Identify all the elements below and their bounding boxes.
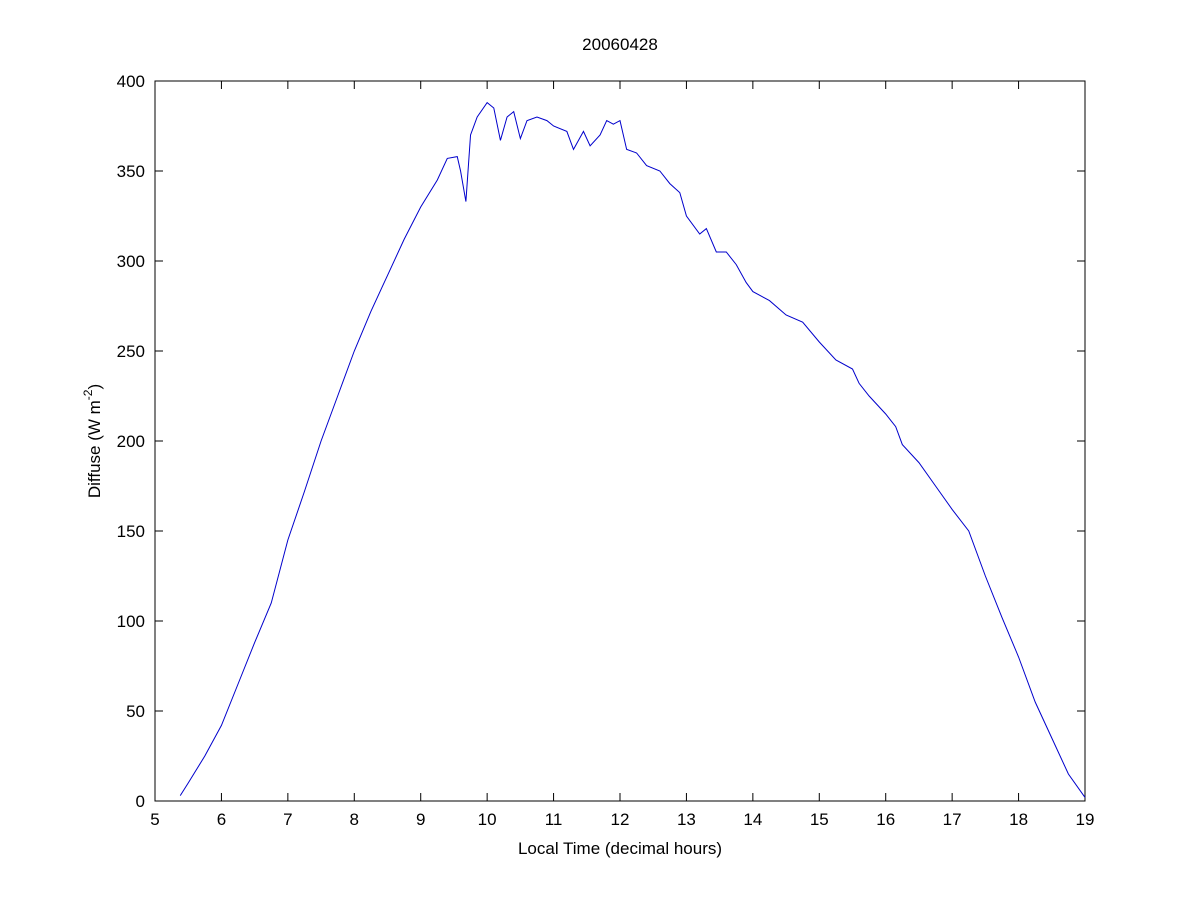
x-tick-label: 13: [677, 810, 696, 829]
y-tick-label: 100: [117, 612, 145, 631]
x-tick-label: 19: [1076, 810, 1095, 829]
x-tick-label: 7: [283, 810, 292, 829]
y-label-sup: -2: [81, 389, 95, 400]
x-tick-label: 9: [416, 810, 425, 829]
x-tick-label: 17: [943, 810, 962, 829]
x-tick-label: 5: [150, 810, 159, 829]
x-tick-label: 10: [478, 810, 497, 829]
x-tick-label: 12: [611, 810, 630, 829]
chart-title: 20060428: [582, 35, 658, 54]
y-tick-label: 400: [117, 72, 145, 91]
y-tick-label: 150: [117, 522, 145, 541]
x-tick-label: 14: [743, 810, 762, 829]
x-tick-label: 18: [1009, 810, 1028, 829]
x-tick-label: 8: [350, 810, 359, 829]
x-tick-label: 6: [217, 810, 226, 829]
y-tick-label: 50: [126, 702, 145, 721]
data-line: [179, 101, 1086, 798]
y-label-text: ): [85, 384, 104, 390]
y-tick-label: 350: [117, 162, 145, 181]
y-tick-label: 200: [117, 432, 145, 451]
x-axis-label: Local Time (decimal hours): [518, 839, 722, 858]
y-label-text: Diffuse (W m: [85, 400, 104, 498]
y-axis-label: Diffuse (W m-2): [81, 384, 104, 498]
y-tick-label: 300: [117, 252, 145, 271]
x-tick-label: 11: [545, 810, 563, 829]
y-tick-label: 0: [136, 792, 145, 811]
x-tick-label: 16: [876, 810, 895, 829]
x-tick-label: 15: [810, 810, 829, 829]
y-tick-label: 250: [117, 342, 145, 361]
